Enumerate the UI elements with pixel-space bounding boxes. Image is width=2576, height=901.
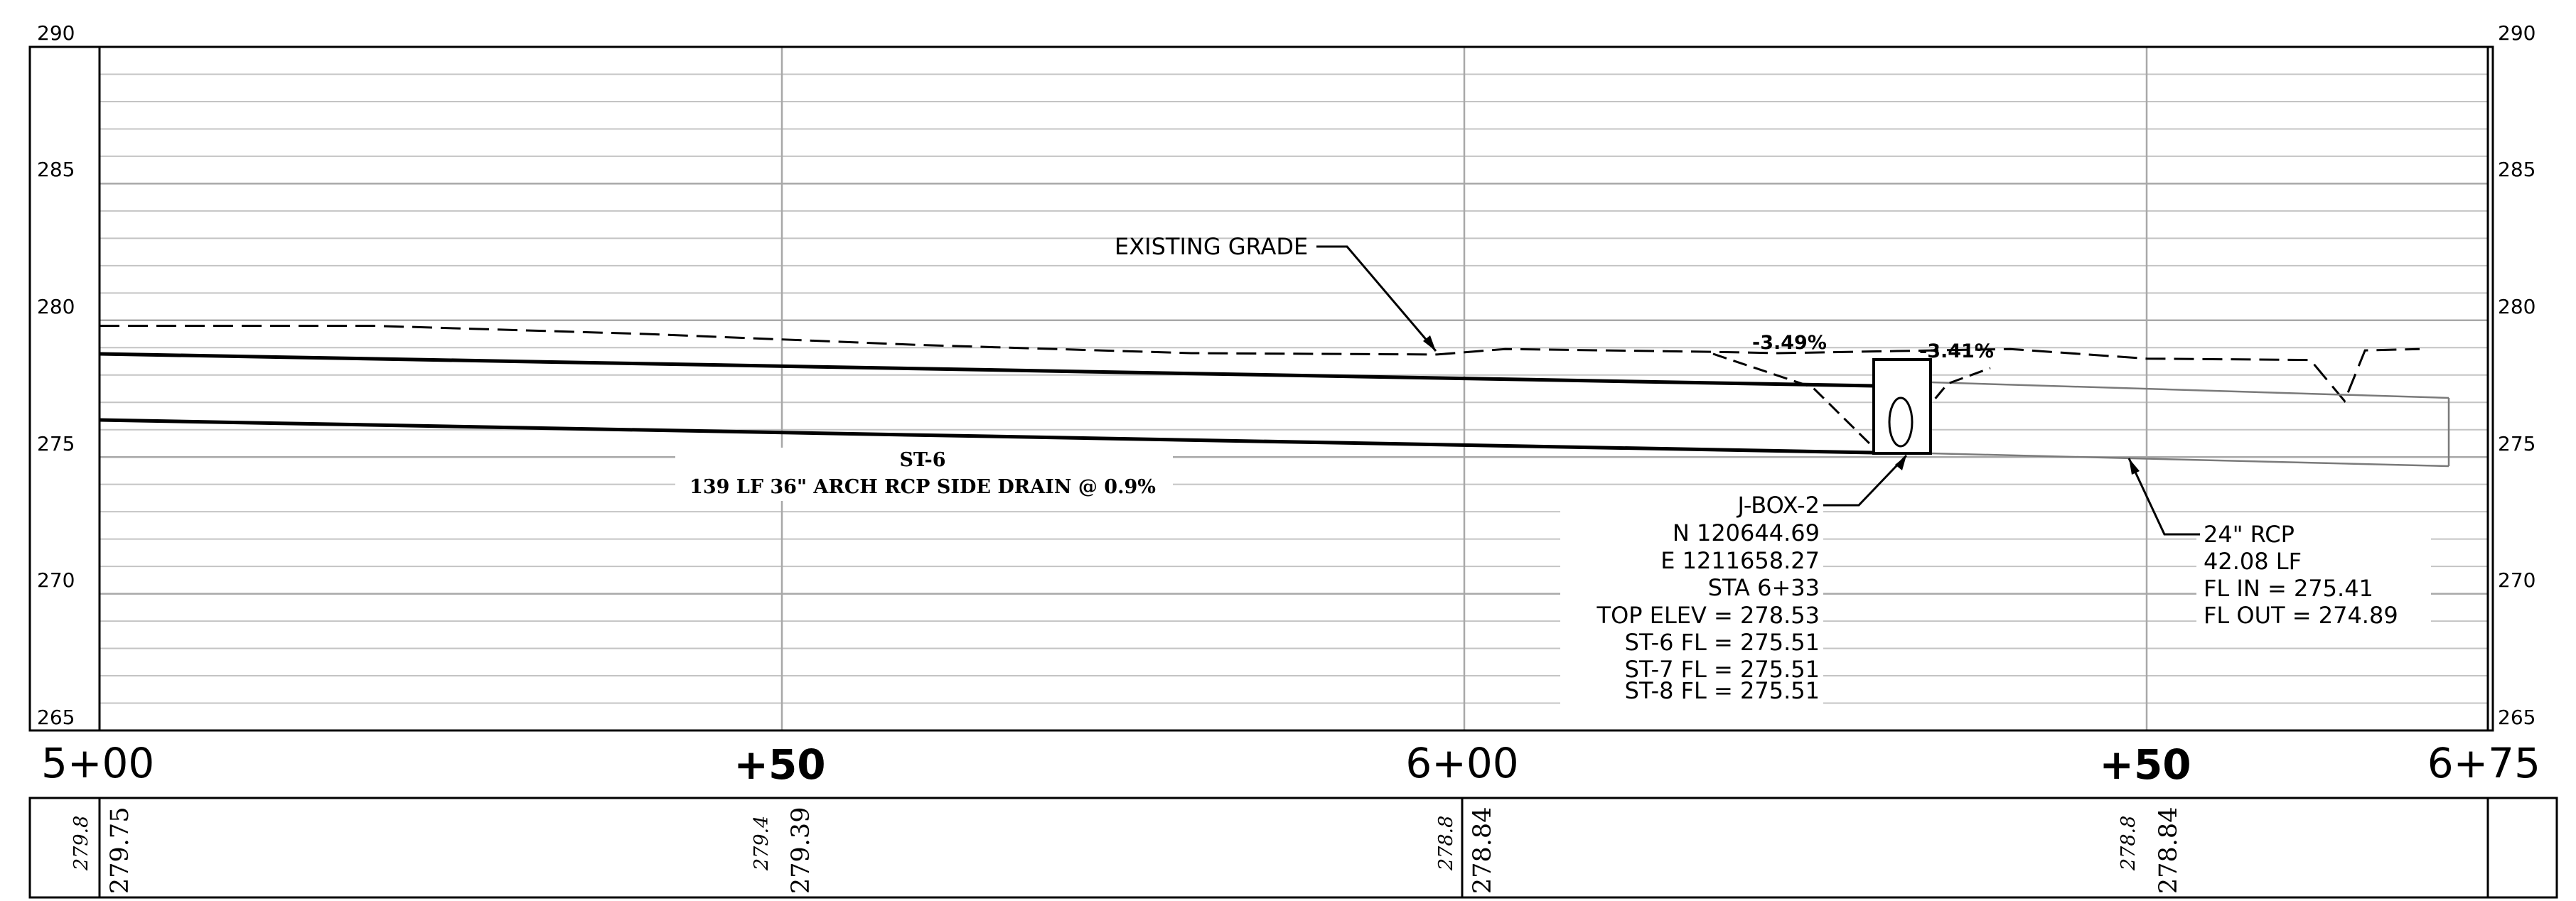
slope-label-right: -3.41% (1919, 340, 1994, 362)
jbox-arrowhead (1895, 455, 1906, 470)
elev-label-left-290: 290 (37, 21, 75, 45)
station-label-5-00: 5+00 (41, 739, 154, 787)
existing-grade-label: EXISTING GRADE (1115, 233, 1308, 260)
jbox-easting: E 1211658.27 (1660, 547, 1820, 574)
rcp-fl-in: FL IN = 275.41 (2204, 575, 2373, 602)
band-proposed-elev-600: 278.84 (1469, 807, 1497, 894)
existing-grade-leader (1316, 245, 1437, 352)
pipe-label-mask (675, 448, 1173, 501)
jbox-station: STA 6+33 (1708, 574, 1820, 601)
elev-label-right-290: 290 (2498, 21, 2535, 45)
pipe-description-label: 139 LF 36" ARCH RCP SIDE DRAIN @ 0.9% (689, 476, 1156, 498)
rcp-fl-out: FL OUT = 274.89 (2204, 602, 2398, 629)
elev-label-left-285: 285 (37, 158, 75, 181)
rcp-callout: 24" RCP 42.08 LF FL IN = 275.41 FL OUT =… (2204, 521, 2398, 629)
rcp-arrowhead (2129, 458, 2140, 475)
existing-grade-line (100, 325, 2420, 404)
pipe-invert-line (99, 418, 1874, 455)
band-proposed-elev-500: 279.75 (106, 807, 134, 894)
elev-label-left-265: 265 (37, 706, 75, 729)
jbox-st6-fl: ST-6 FL = 275.51 (1625, 629, 1820, 656)
rcp-callout-mask (2196, 519, 2431, 625)
elev-label-right-275: 275 (2498, 432, 2535, 455)
station-label-6-75: 6+75 (2427, 739, 2540, 787)
rcp-length: 42.08 LF (2204, 548, 2302, 575)
rcp-size: 24" RCP (2204, 521, 2295, 548)
station-label-6-50: +50 (2099, 740, 2191, 789)
station-gridlines (780, 47, 2148, 730)
band-proposed-elev-550: 279.39 (787, 807, 815, 894)
band-existing-elev-550: 279.4 (751, 816, 773, 871)
elevation-band (28, 797, 2558, 899)
station-label-5-50: +50 (734, 740, 825, 789)
band-existing-elev-600: 278.8 (1435, 816, 1457, 871)
pipe-name-label: ST-6 (899, 449, 945, 471)
slope-label-left: -3.49% (1752, 332, 1827, 354)
band-proposed-elev-650: 278.84 (2154, 807, 2183, 894)
elev-label-left-280: 280 (37, 295, 75, 318)
station-label-6-00: 6+00 (1405, 739, 1518, 787)
rcp-leader (2127, 458, 2200, 536)
jbox-name: J-BOX-2 (1737, 492, 1820, 519)
jbox-leader (1823, 454, 1908, 507)
elev-label-right-280: 280 (2498, 295, 2535, 318)
junction-box (1872, 358, 1932, 455)
band-existing-elev-650: 278.8 (2118, 816, 2140, 871)
elev-label-left-275: 275 (37, 432, 75, 455)
jbox-top-elev: TOP ELEV = 278.53 (1596, 602, 1820, 629)
elev-label-right-270: 270 (2498, 568, 2535, 592)
pipe-continuation-line (1930, 452, 2449, 468)
junction-box-pipe-opening (1888, 396, 1914, 448)
pipe-crown-line (99, 352, 1874, 388)
jbox-st7-fl: ST-7 FL = 275.51 (1625, 656, 1820, 683)
profile-frame (28, 45, 2494, 732)
jbox-northing: N 120644.69 (1673, 519, 1820, 546)
elev-label-left-270: 270 (37, 568, 75, 592)
elev-label-right-265: 265 (2498, 706, 2535, 729)
trench-left-dashed (1712, 352, 1875, 449)
pipe-continuation-top-line (1930, 381, 2449, 399)
jbox-callout-mask (1560, 492, 1823, 708)
elev-label-right-285: 285 (2498, 158, 2535, 181)
jbox-callout: J-BOX-2 N 120644.69 E 1211658.27 STA 6+3… (1596, 492, 1820, 704)
jbox-st8-fl: ST-8 FL = 275.51 (1625, 677, 1820, 704)
band-existing-elev-500: 279.8 (70, 816, 92, 871)
existing-grade-arrowhead (1423, 335, 1436, 351)
